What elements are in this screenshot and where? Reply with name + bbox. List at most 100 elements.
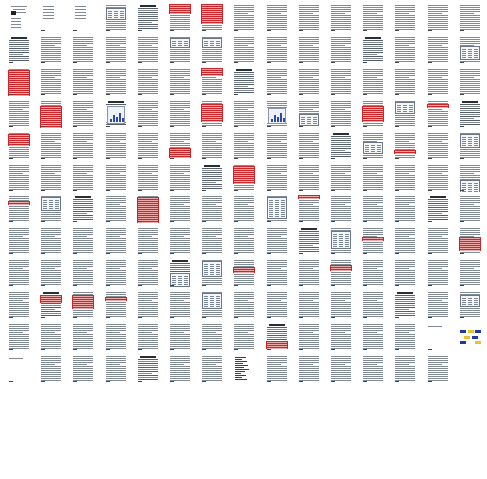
document-page[interactable] <box>71 164 95 192</box>
document-page[interactable] <box>361 68 385 96</box>
document-page[interactable] <box>200 100 224 128</box>
document-page[interactable] <box>168 68 192 96</box>
document-page[interactable] <box>200 355 224 383</box>
document-page[interactable] <box>168 259 192 287</box>
document-page[interactable] <box>361 100 385 128</box>
document-page[interactable] <box>71 132 95 160</box>
document-page[interactable] <box>393 227 417 255</box>
document-page[interactable] <box>39 291 63 319</box>
document-page[interactable] <box>329 355 353 383</box>
document-page[interactable] <box>426 323 450 351</box>
document-page[interactable] <box>136 132 160 160</box>
document-page[interactable] <box>104 132 128 160</box>
document-page[interactable] <box>232 68 256 96</box>
document-page[interactable] <box>71 195 95 223</box>
document-page[interactable] <box>361 4 385 32</box>
document-page[interactable] <box>426 4 450 32</box>
document-page[interactable] <box>7 323 31 351</box>
document-page[interactable] <box>232 291 256 319</box>
document-page[interactable] <box>200 132 224 160</box>
document-page[interactable] <box>104 100 128 128</box>
document-page[interactable] <box>168 323 192 351</box>
document-page[interactable] <box>136 355 160 383</box>
document-page[interactable] <box>297 259 321 287</box>
document-page[interactable] <box>7 100 31 128</box>
document-page[interactable] <box>265 227 289 255</box>
document-page[interactable] <box>104 323 128 351</box>
document-page[interactable] <box>458 164 482 192</box>
document-page[interactable] <box>265 164 289 192</box>
document-page[interactable] <box>7 164 31 192</box>
document-page[interactable] <box>39 164 63 192</box>
document-page[interactable] <box>297 355 321 383</box>
document-page[interactable] <box>265 195 289 223</box>
document-page[interactable] <box>297 291 321 319</box>
document-page[interactable] <box>426 259 450 287</box>
document-page[interactable] <box>7 4 31 32</box>
document-page[interactable] <box>71 291 95 319</box>
document-page[interactable] <box>104 195 128 223</box>
document-page[interactable] <box>39 355 63 383</box>
document-page[interactable] <box>168 195 192 223</box>
document-page[interactable] <box>361 355 385 383</box>
document-page[interactable] <box>232 164 256 192</box>
document-page[interactable] <box>361 164 385 192</box>
document-page[interactable] <box>71 4 95 32</box>
document-page[interactable] <box>71 100 95 128</box>
document-page[interactable] <box>361 195 385 223</box>
document-page[interactable] <box>71 36 95 64</box>
document-page[interactable] <box>104 291 128 319</box>
document-page[interactable] <box>458 259 482 287</box>
document-page[interactable] <box>297 323 321 351</box>
document-page[interactable] <box>104 164 128 192</box>
document-page[interactable] <box>297 4 321 32</box>
document-page[interactable] <box>200 4 224 32</box>
document-page[interactable] <box>265 36 289 64</box>
document-page[interactable] <box>7 132 31 160</box>
document-page[interactable] <box>7 227 31 255</box>
document-page[interactable] <box>136 259 160 287</box>
document-page[interactable] <box>136 36 160 64</box>
document-page[interactable] <box>104 68 128 96</box>
document-page[interactable] <box>458 100 482 128</box>
document-page[interactable] <box>168 291 192 319</box>
document-page[interactable] <box>200 259 224 287</box>
document-page[interactable] <box>265 100 289 128</box>
document-page[interactable] <box>458 36 482 64</box>
document-page[interactable] <box>458 132 482 160</box>
document-page[interactable] <box>426 36 450 64</box>
document-page[interactable] <box>329 100 353 128</box>
document-page[interactable] <box>71 227 95 255</box>
document-page[interactable] <box>297 227 321 255</box>
document-page[interactable] <box>393 259 417 287</box>
document-page[interactable] <box>393 132 417 160</box>
document-page[interactable] <box>71 355 95 383</box>
document-page[interactable] <box>393 355 417 383</box>
document-page[interactable] <box>232 100 256 128</box>
document-page[interactable] <box>104 36 128 64</box>
document-page[interactable] <box>7 195 31 223</box>
document-page[interactable] <box>361 291 385 319</box>
document-page[interactable] <box>297 68 321 96</box>
document-page[interactable] <box>7 68 31 96</box>
document-page[interactable] <box>297 164 321 192</box>
document-page[interactable] <box>393 323 417 351</box>
document-page[interactable] <box>458 323 482 351</box>
document-page[interactable] <box>426 291 450 319</box>
document-page[interactable] <box>265 4 289 32</box>
document-page[interactable] <box>265 259 289 287</box>
document-page[interactable] <box>168 164 192 192</box>
document-page[interactable] <box>458 291 482 319</box>
document-page[interactable] <box>232 4 256 32</box>
document-page[interactable] <box>168 132 192 160</box>
document-page[interactable] <box>297 195 321 223</box>
document-page[interactable] <box>136 4 160 32</box>
document-page[interactable] <box>200 291 224 319</box>
document-page[interactable] <box>168 227 192 255</box>
document-page[interactable] <box>393 4 417 32</box>
document-page[interactable] <box>393 195 417 223</box>
document-page[interactable] <box>426 68 450 96</box>
document-page[interactable] <box>329 164 353 192</box>
document-page[interactable] <box>361 132 385 160</box>
document-page[interactable] <box>200 36 224 64</box>
